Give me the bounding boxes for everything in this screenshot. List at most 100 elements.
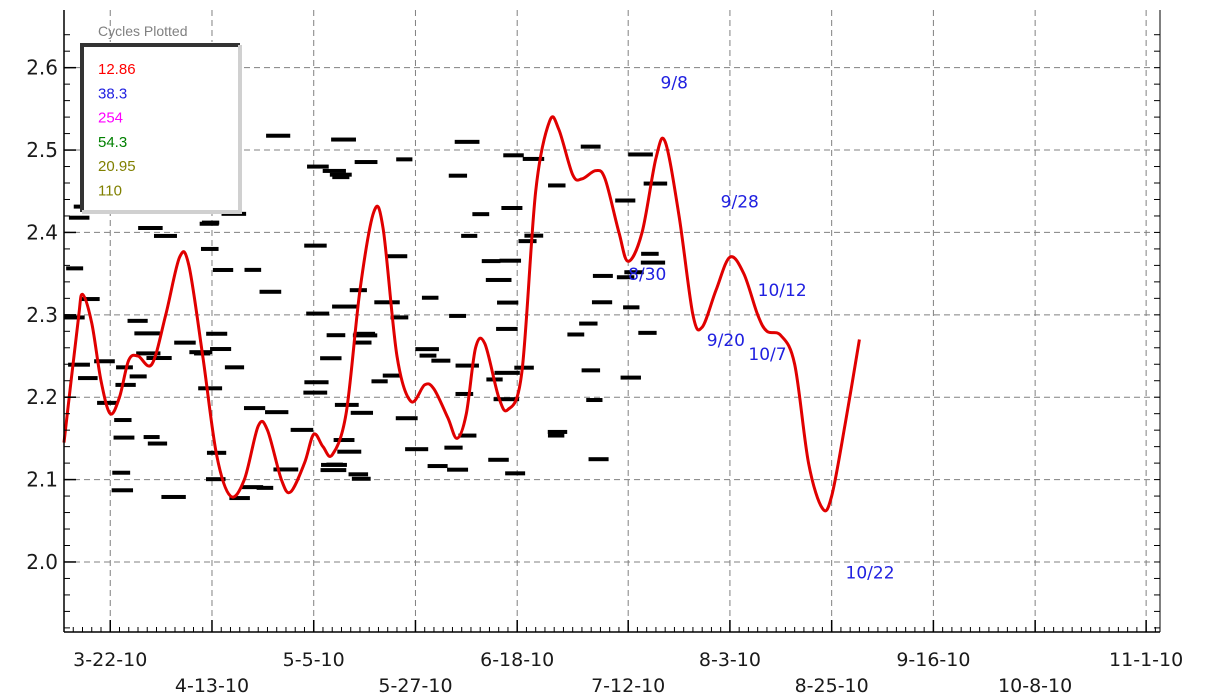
price-bar <box>588 457 609 462</box>
price-bar <box>580 144 601 149</box>
price-bar <box>567 332 585 337</box>
price-bar <box>321 462 347 467</box>
price-bar <box>143 435 160 440</box>
price-bar <box>395 416 418 421</box>
price-bar <box>349 288 367 293</box>
price-bar <box>200 246 219 251</box>
price-bar <box>306 311 330 316</box>
x-tick-label: 6-18-10 <box>480 649 554 671</box>
price-bar <box>581 368 601 373</box>
price-bar <box>628 152 653 157</box>
price-bar <box>548 183 566 188</box>
price-bar <box>147 441 168 446</box>
price-bar <box>337 449 362 454</box>
price-bar <box>421 295 439 300</box>
y-tick-label: 2.1 <box>26 468 58 492</box>
annotations: 9/8 8/30 9/28 9/20 10/12 10/7 10/22 <box>628 73 894 583</box>
date-annotation: 9/8 <box>661 73 688 93</box>
y-tick-label: 2.3 <box>26 303 58 327</box>
price-bar <box>503 153 524 158</box>
price-bar <box>210 347 232 352</box>
x-tick-label: 11-1-10 <box>1109 649 1183 671</box>
price-bar <box>307 164 329 169</box>
price-bar <box>444 445 463 450</box>
price-bar <box>382 373 401 378</box>
price-bar <box>115 382 136 387</box>
price-bar <box>353 331 376 336</box>
price-bar <box>66 266 84 271</box>
price-bar <box>350 410 374 415</box>
price-bar <box>229 496 250 501</box>
price-bar <box>371 379 388 384</box>
price-bar <box>348 472 369 477</box>
price-bar <box>138 225 163 230</box>
price-bar <box>623 305 640 310</box>
price-bar <box>206 331 228 336</box>
legend-entry: 38.3 <box>98 85 127 102</box>
price-bar <box>212 267 234 272</box>
price-bar <box>290 427 314 432</box>
price-bar <box>273 467 299 472</box>
price-bar <box>579 321 598 326</box>
price-bar <box>206 477 226 482</box>
x-tick-label: 9-16-10 <box>896 649 970 671</box>
x-tick-label: 7-12-10 <box>591 675 665 697</box>
price-bar <box>615 198 636 203</box>
price-bar <box>454 139 480 144</box>
price-bar <box>266 133 291 138</box>
price-bar <box>374 300 400 305</box>
price-bar <box>488 457 509 462</box>
price-bar <box>243 406 266 411</box>
price-bar <box>522 156 545 161</box>
price-bar <box>505 471 526 476</box>
price-bar <box>518 239 537 244</box>
price-bar <box>320 356 342 361</box>
price-bar <box>616 275 635 280</box>
legend-title: Cycles Plotted <box>98 23 187 39</box>
price-bar <box>256 485 274 490</box>
price-bar <box>485 277 512 282</box>
legend-entry: 12.86 <box>98 61 136 78</box>
price-bar <box>455 363 479 368</box>
price-bar <box>586 398 603 403</box>
price-bar <box>303 390 328 395</box>
price-bar <box>448 173 468 178</box>
price-bar <box>461 233 478 238</box>
price-bar <box>415 347 439 352</box>
price-bar <box>458 433 477 438</box>
price-bar <box>496 326 518 331</box>
legend-frame <box>80 43 240 212</box>
legend-entry: 54.3 <box>98 134 127 151</box>
price-bar <box>241 485 264 490</box>
price-bar <box>501 206 523 211</box>
price-bar <box>547 429 568 434</box>
x-tick-label: 3-22-10 <box>73 649 147 671</box>
price-bar <box>174 340 196 345</box>
x-tick-label: 10-8-10 <box>998 675 1072 697</box>
price-bar <box>224 365 245 370</box>
price-bar <box>641 251 659 256</box>
legend-entry: 20.95 <box>98 158 136 175</box>
price-bar <box>497 300 519 305</box>
price-bar <box>643 181 668 186</box>
price-bar <box>494 370 520 375</box>
price-bar <box>514 365 534 370</box>
price-bar <box>129 374 147 379</box>
price-bar <box>244 267 262 272</box>
price-bar <box>354 160 378 165</box>
price-bar <box>161 494 186 499</box>
price-bar <box>198 386 223 391</box>
price-bar <box>332 304 357 309</box>
price-bar <box>146 356 172 361</box>
x-tick-label: 4-13-10 <box>175 675 249 697</box>
price-bar <box>134 331 160 336</box>
price-bar <box>94 359 115 364</box>
date-annotation: 9/28 <box>721 193 759 213</box>
legend-box <box>82 42 242 212</box>
price-bar <box>259 289 282 294</box>
x-tick-label: 8-25-10 <box>795 675 869 697</box>
price-bar <box>199 221 219 226</box>
price-bar <box>620 375 641 380</box>
price-bar <box>351 476 371 481</box>
